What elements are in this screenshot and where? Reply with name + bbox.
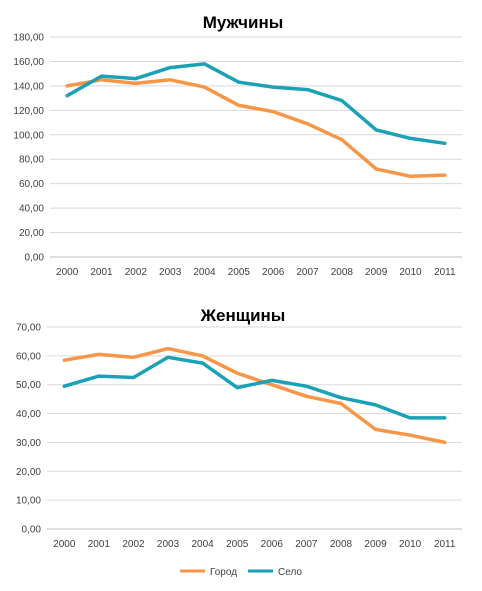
y-tick-label: 40,00 xyxy=(16,409,41,420)
y-tick-label: 20,00 xyxy=(19,228,44,239)
legend-label-village: Село xyxy=(278,567,302,578)
x-tick-label: 2000 xyxy=(56,267,79,278)
x-tick-label: 2007 xyxy=(295,539,318,550)
x-tick-label: 2006 xyxy=(262,267,285,278)
x-tick-label: 2010 xyxy=(399,539,422,550)
x-tick-label: 2002 xyxy=(125,267,148,278)
y-tick-label: 70,00 xyxy=(16,323,41,334)
x-tick-label: 2004 xyxy=(192,539,215,550)
x-tick-labels: 2000 2001 2002 2003 2004 2005 2006 2007 2008 2009… xyxy=(53,539,456,550)
chart-title: Мужчины xyxy=(203,13,284,32)
y-tick-label: 30,00 xyxy=(16,438,41,449)
x-tick-label: 2011 xyxy=(434,267,456,278)
series-line-city xyxy=(65,78,447,179)
x-tick-label: 2008 xyxy=(331,267,354,278)
y-tick-label: 160,00 xyxy=(13,57,44,68)
series-lines xyxy=(62,346,447,445)
x-tick-label: 2004 xyxy=(193,267,216,278)
legend-label-city: Город xyxy=(210,567,237,578)
y-tick-label: 180,00 xyxy=(13,33,44,44)
y-tick-label: 120,00 xyxy=(13,106,44,117)
chart-men: Мужчины 0,00 20,00 40,00 60,00 80,00 100,00 12… xyxy=(13,13,462,278)
series-lines xyxy=(65,62,447,179)
x-tick-label: 2006 xyxy=(261,539,284,550)
y-tick-labels: 0,00 20,00 40,00 60,00 80,00 100,00 120,00 140,… xyxy=(13,33,44,264)
x-tick-label: 2009 xyxy=(364,539,387,550)
y-tick-label: 10,00 xyxy=(16,496,41,507)
y-tick-label: 40,00 xyxy=(19,204,44,215)
x-tick-label: 2003 xyxy=(159,267,182,278)
series-line-village xyxy=(62,355,447,420)
x-tick-label: 2005 xyxy=(228,267,251,278)
x-tick-label: 2001 xyxy=(88,539,111,550)
y-tick-label: 0,00 xyxy=(25,253,45,264)
chart-women: Женщины 0,00 10,00 20,00 30,00 40,00 50,00 60,… xyxy=(16,306,462,550)
series-line-village xyxy=(65,62,447,146)
gridlines xyxy=(50,36,462,258)
x-tick-label: 2002 xyxy=(122,539,145,550)
y-tick-label: 140,00 xyxy=(13,81,44,92)
y-tick-label: 100,00 xyxy=(13,130,44,141)
x-tick-label: 2009 xyxy=(365,267,388,278)
x-tick-label: 2008 xyxy=(330,539,353,550)
y-tick-label: 80,00 xyxy=(19,155,44,166)
chart-title: Женщины xyxy=(200,306,286,325)
x-tick-label: 2000 xyxy=(53,539,76,550)
y-tick-labels: 0,00 10,00 20,00 30,00 40,00 50,00 60,00 70,00 xyxy=(16,323,41,536)
legend: Город Село xyxy=(180,567,302,578)
series-line-city xyxy=(62,346,447,445)
y-tick-label: 60,00 xyxy=(16,351,41,362)
x-tick-label: 2005 xyxy=(226,539,249,550)
x-tick-label: 2010 xyxy=(399,267,422,278)
x-tick-label: 2007 xyxy=(296,267,319,278)
y-tick-label: 0,00 xyxy=(22,525,42,536)
y-tick-label: 20,00 xyxy=(16,467,41,478)
gridlines xyxy=(47,326,462,530)
x-tick-labels: 2000 2001 2002 2003 2004 2005 2006 2007 2008 2009… xyxy=(56,267,456,278)
y-tick-label: 60,00 xyxy=(19,179,44,190)
x-tick-label: 2003 xyxy=(157,539,180,550)
x-tick-label: 2001 xyxy=(90,267,113,278)
y-tick-label: 50,00 xyxy=(16,380,41,391)
x-tick-label: 2011 xyxy=(434,539,456,550)
